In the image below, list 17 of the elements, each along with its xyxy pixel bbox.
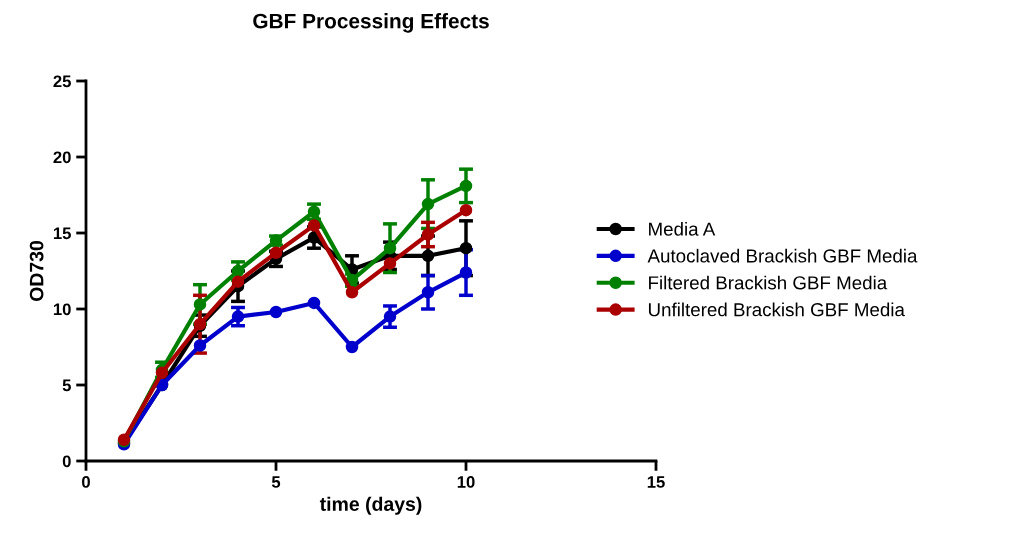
x-tick-label: 0 (82, 476, 90, 488)
y-tick-label: 10 (53, 303, 71, 316)
legend-label: Autoclaved Brackish GBF Media (647, 248, 918, 263)
y-tick-label: 0 (62, 455, 71, 468)
legend-label: Filtered Brackish GBF Media (649, 275, 888, 290)
legend-label: Media A (649, 221, 716, 236)
y-tick-label: 25 (53, 75, 71, 88)
x-axis-title: time (days) (319, 496, 422, 515)
y-tick-label: 20 (53, 151, 71, 164)
x-tick-label: 15 (647, 476, 665, 488)
legend-label: Unfiltered Brackish GBF Media (648, 302, 905, 317)
x-tick-label: 5 (271, 476, 281, 488)
y-tick-label: 5 (62, 379, 71, 392)
y-tick-label: 15 (53, 227, 71, 240)
x-tick-label: 10 (457, 476, 475, 488)
y-axis-title: OD730 (29, 240, 44, 301)
chart-title: GBF Processing Effects (253, 13, 489, 33)
